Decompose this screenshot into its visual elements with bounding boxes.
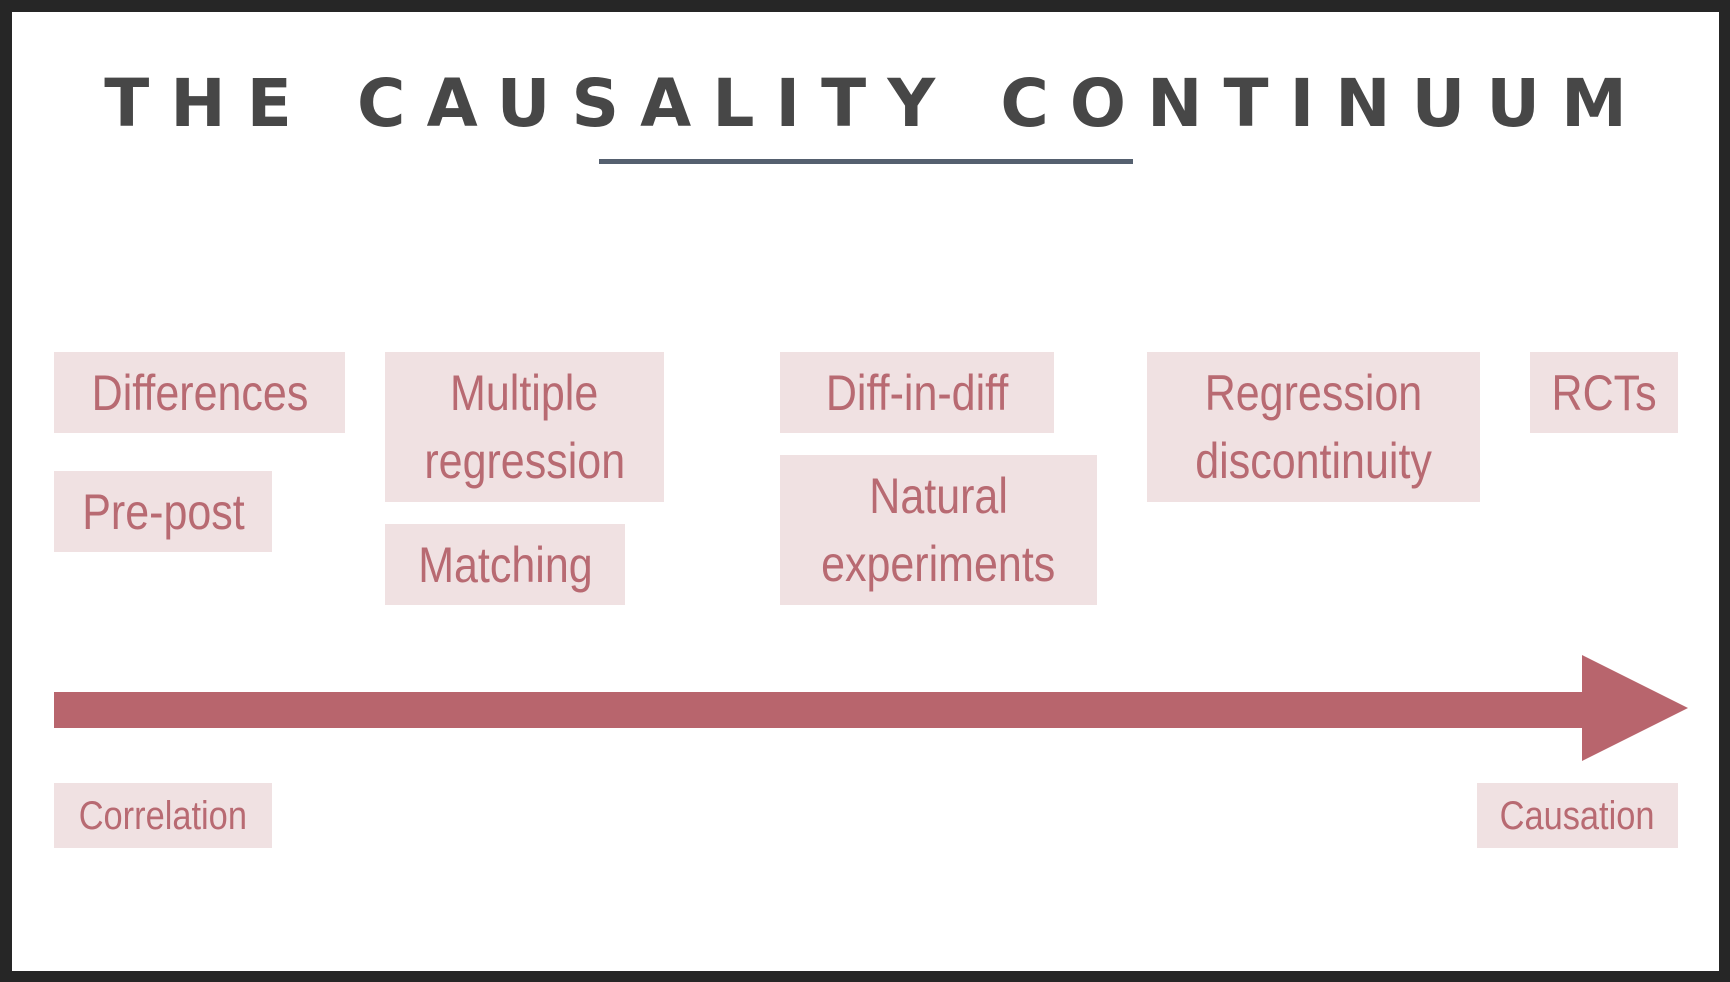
axis-start-label: Correlation [54,783,272,848]
continuum-arrow-shaft [54,692,1588,728]
method-natural-experiments-line-2: experiments [821,536,1056,592]
slide-title: THE CAUSALITY CONTINUUM [104,65,1648,142]
method-multiple-regression-line-2: regression [424,433,625,489]
axis-end-label: Causation [1477,783,1678,848]
method-pre-post: Pre-post [54,471,272,552]
method-pre-post-label: Pre-post [81,483,245,540]
method-regression-discontinuity: Regression discontinuity [1147,352,1480,502]
method-matching-label: Matching [417,536,593,593]
method-rcts-label: RCTs [1551,364,1657,421]
slide: THE CAUSALITY CONTINUUM Differences Pre-… [12,12,1719,971]
method-natural-experiments: Natural experiments [780,455,1097,605]
method-diff-in-diff-label: Diff-in-diff [825,364,1009,421]
method-multiple-regression-line-1: Multiple [450,365,599,421]
continuum-arrow-head [1582,655,1688,761]
axis-start-label-text: Correlation [78,793,248,838]
method-rcts: RCTs [1530,352,1678,433]
method-matching: Matching [385,524,625,605]
method-regression-discontinuity-line-1: Regression [1204,365,1423,421]
axis-end-label-text: Causation [1500,793,1655,838]
title-underline [599,159,1133,164]
method-diff-in-diff: Diff-in-diff [780,352,1054,433]
method-differences: Differences [54,352,345,433]
method-differences-label: Differences [91,364,308,421]
method-regression-discontinuity-line-2: discontinuity [1195,433,1432,489]
method-natural-experiments-line-1: Natural [869,468,1008,524]
method-multiple-regression: Multiple regression [385,352,664,502]
continuum-arrow [54,655,1688,761]
